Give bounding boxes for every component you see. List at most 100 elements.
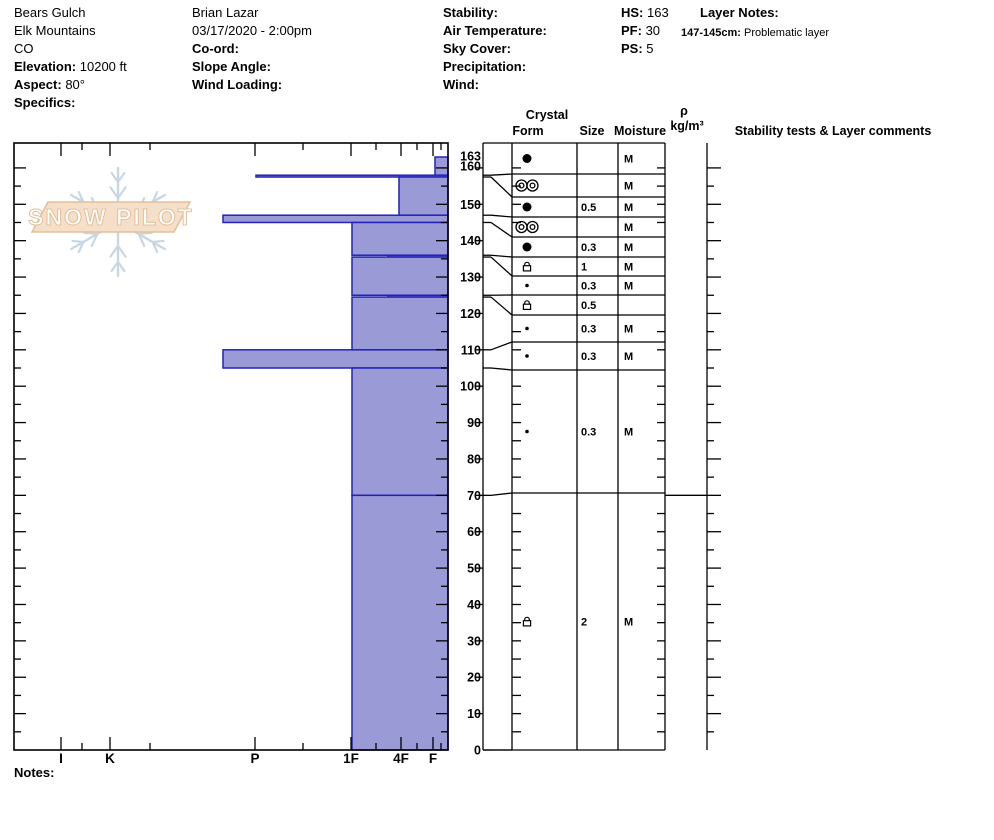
facet-padlock-icon bbox=[522, 300, 532, 311]
svg-text:150: 150 bbox=[460, 198, 481, 212]
svg-text:100: 100 bbox=[460, 380, 481, 394]
svg-text:4F: 4F bbox=[393, 751, 409, 766]
rounded-grain-icon bbox=[525, 326, 529, 331]
svg-text:0.3: 0.3 bbox=[581, 351, 596, 363]
svg-text:M: M bbox=[624, 181, 633, 193]
svg-text:0.3: 0.3 bbox=[581, 427, 596, 439]
svg-text:1F: 1F bbox=[343, 751, 359, 766]
layer-bar bbox=[351, 494, 449, 751]
svg-text:90: 90 bbox=[467, 416, 481, 430]
ps-label: PS: bbox=[621, 41, 643, 56]
ps-line: PS: 5 bbox=[621, 40, 654, 58]
comments-header: Stability tests & Layer comments bbox=[734, 124, 932, 138]
svg-text:30: 30 bbox=[467, 634, 481, 648]
svg-text:140: 140 bbox=[460, 234, 481, 248]
svg-text:K: K bbox=[105, 751, 115, 766]
hardness-axis-labels: I K P 1F 4F F bbox=[59, 751, 437, 766]
air-temp-label: Air Temperature: bbox=[443, 23, 547, 38]
pit-datetime: 03/17/2020 - 2:00pm bbox=[192, 23, 312, 38]
layer-bar bbox=[351, 256, 449, 296]
plot-box bbox=[13, 142, 449, 751]
svg-text:P: P bbox=[250, 751, 259, 766]
svg-text:I: I bbox=[59, 751, 63, 766]
elevation-value: 10200 ft bbox=[79, 59, 127, 74]
melt-form-icon bbox=[522, 154, 532, 163]
layer-bar bbox=[351, 221, 449, 256]
crust-double-circle-icon bbox=[515, 179, 539, 192]
svg-text:0: 0 bbox=[474, 744, 481, 758]
svg-text:40: 40 bbox=[467, 598, 481, 612]
elevation-line: Elevation: 10200 ft bbox=[14, 58, 127, 76]
svg-text:M: M bbox=[624, 242, 633, 254]
svg-text:110: 110 bbox=[461, 343, 481, 357]
svg-text:0.3: 0.3 bbox=[581, 281, 596, 293]
watermark-banner bbox=[30, 201, 192, 233]
svg-text:2: 2 bbox=[581, 617, 587, 629]
crust-double-circle-icon bbox=[515, 220, 539, 234]
layer-bar bbox=[351, 367, 449, 497]
hardness-ticks bbox=[60, 143, 442, 750]
layer-bar bbox=[351, 296, 449, 351]
layer-bar bbox=[222, 349, 449, 369]
observer-name: Brian Lazar bbox=[192, 5, 259, 20]
pf-label: PF: bbox=[621, 23, 642, 38]
svg-text:130: 130 bbox=[460, 271, 481, 285]
svg-text:0.3: 0.3 bbox=[581, 242, 596, 254]
rounded-grain-icon bbox=[525, 354, 529, 358]
rounded-grain-icon bbox=[525, 429, 529, 434]
svg-text:F: F bbox=[429, 751, 437, 766]
aspect-label: Aspect: bbox=[14, 77, 62, 92]
size-header: Size bbox=[579, 124, 605, 138]
svg-text:M: M bbox=[624, 324, 633, 336]
svg-text:M: M bbox=[624, 262, 633, 274]
pf-value: 30 bbox=[645, 23, 661, 38]
depth-axis-labels: 1631601501401301201101009080706050403020… bbox=[460, 150, 481, 758]
svg-text:50: 50 bbox=[467, 562, 481, 576]
rounded-grain-icon bbox=[525, 283, 529, 288]
sky-cover-label: Sky Cover: bbox=[443, 41, 511, 56]
layer-notes-label: Layer Notes: bbox=[700, 5, 779, 20]
snowpilot-watermark: SNOW PILOT bbox=[28, 166, 194, 278]
layer-note: 147-145cm: Problematic layer bbox=[681, 24, 829, 42]
depth-edge-ticks bbox=[14, 167, 448, 733]
hardness-bars bbox=[222, 156, 449, 751]
layer-note-text: Problematic layer bbox=[744, 27, 829, 39]
layer-bar bbox=[398, 176, 449, 216]
notes-label: Notes: bbox=[14, 765, 55, 780]
site-name: Bears Gulch bbox=[14, 5, 86, 20]
svg-text:160: 160 bbox=[460, 160, 481, 174]
density-header: ρ bbox=[680, 104, 688, 118]
svg-text:0.5: 0.5 bbox=[581, 300, 596, 312]
svg-text:M: M bbox=[624, 202, 633, 214]
svg-text:M: M bbox=[624, 427, 633, 439]
form-header: Form bbox=[512, 124, 544, 138]
precipitation-label: Precipitation: bbox=[443, 59, 527, 74]
svg-text:163: 163 bbox=[460, 150, 481, 164]
wind-loading-label: Wind Loading: bbox=[192, 77, 283, 92]
range-name: Elk Mountains bbox=[14, 23, 96, 38]
ps-value: 5 bbox=[646, 41, 654, 56]
svg-text:M: M bbox=[624, 617, 633, 629]
aspect-line: Aspect: 80° bbox=[14, 76, 85, 94]
stability-label: Stability: bbox=[443, 5, 498, 20]
elevation-label: Elevation: bbox=[14, 59, 77, 74]
hs-value: 163 bbox=[647, 5, 669, 20]
svg-text:80: 80 bbox=[467, 452, 481, 466]
watermark-text: SNOW PILOT bbox=[28, 204, 194, 230]
layer-note-depth: 147-145cm: bbox=[681, 27, 741, 39]
pf-line: PF: 30 bbox=[621, 22, 660, 40]
svg-text:M: M bbox=[624, 351, 633, 363]
svg-text:M: M bbox=[624, 154, 633, 166]
crystal-header: Crystal bbox=[525, 108, 569, 122]
coord-label: Co-ord: bbox=[192, 41, 239, 56]
melt-form-icon bbox=[522, 242, 532, 252]
svg-text:1: 1 bbox=[581, 262, 587, 274]
facet-padlock-icon bbox=[522, 616, 532, 627]
facet-padlock-icon bbox=[522, 261, 532, 272]
svg-text:70: 70 bbox=[467, 489, 481, 503]
hs-label: HS: bbox=[621, 5, 644, 20]
moisture-header: Moisture bbox=[613, 124, 667, 138]
svg-text:120: 120 bbox=[460, 307, 481, 321]
slope-angle-label: Slope Angle: bbox=[192, 59, 271, 74]
